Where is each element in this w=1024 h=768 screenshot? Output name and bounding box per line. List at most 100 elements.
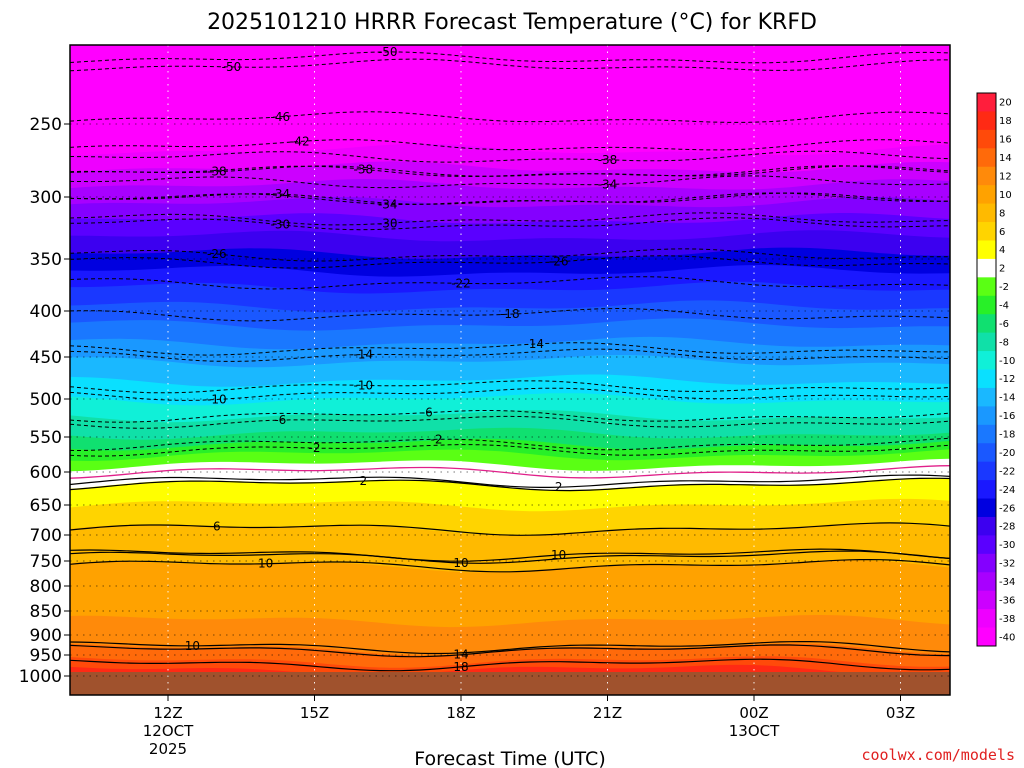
contour-label: -10 [354, 378, 374, 392]
colorbar-label: 8 [999, 208, 1005, 219]
colorbar-swatch [977, 166, 996, 186]
contour-label: -34 [378, 197, 398, 211]
y-tick-label: 950 [30, 646, 62, 666]
x-tick-date: 13OCT [729, 722, 780, 740]
contour-label: 10 [551, 548, 566, 562]
x-tick-label: 00Z [739, 704, 768, 722]
contour-line [69, 348, 951, 362]
colorbar-label: -40 [999, 632, 1015, 643]
colorbar-label: -36 [999, 595, 1015, 606]
y-tick-label: 400 [30, 302, 62, 322]
y-tick-label: 700 [30, 526, 62, 546]
colorbar-swatch [977, 387, 996, 407]
colorbar-swatch [977, 222, 996, 241]
colorbar-swatch [977, 424, 996, 444]
x-tick-label: 18Z [446, 704, 475, 722]
colorbar-swatch [977, 93, 996, 112]
contour-line [69, 342, 950, 356]
colorbar-label: 14 [999, 153, 1012, 164]
contour-line [69, 387, 951, 401]
colorbar-label: -38 [999, 614, 1015, 625]
y-tick-label: 900 [30, 626, 62, 646]
x-tick-year: 2025 [149, 740, 187, 758]
contour-label: -42 [290, 134, 310, 148]
colorbar-label: -32 [999, 559, 1015, 570]
colorbar-swatch [977, 277, 996, 297]
colorbar: 20 18 16 14 12 10 8 6 4 2 -2 -4 -6 -8 -10 -12 -14 -16 -18 -… [976, 92, 1015, 647]
colorbar-swatch [977, 314, 996, 334]
colorbar-label: 20 [999, 98, 1012, 109]
x-axis-label: Forecast Time (UTC) [414, 748, 605, 768]
colorbar-swatch [977, 148, 996, 168]
colorbar-label: -20 [999, 448, 1015, 459]
x-tick-date: 12OCT [143, 722, 194, 740]
contour-line [69, 644, 951, 658]
colorbar-label: -14 [999, 393, 1015, 404]
y-tick-label: 250 [30, 115, 62, 135]
contour-lines: -50-50-46-42-38 -38-38-34-34-34-30 -30-26-… [69, 45, 951, 674]
grid-lines [70, 45, 950, 695]
contour-label: -14 [354, 348, 374, 362]
y-tick-label: 750 [30, 552, 62, 572]
contour-label: 14 [453, 648, 468, 662]
colorbar-swatch [977, 572, 996, 592]
y-tick-label: 350 [30, 250, 62, 270]
y-tick-label: 500 [30, 390, 62, 410]
colorbar-label: -24 [999, 485, 1015, 496]
colorbar-label: -10 [999, 356, 1015, 367]
colorbar-swatch [977, 553, 996, 573]
contour-label: -6 [421, 406, 433, 420]
colorbar-swatch [977, 185, 996, 205]
contour-line [69, 658, 951, 672]
colorbar-label: -26 [999, 503, 1015, 514]
colorbar-swatch [977, 203, 996, 223]
y-tick-label: 650 [30, 496, 62, 516]
colorbar-swatch [977, 498, 996, 518]
colorbar-label: -4 [999, 300, 1009, 311]
temp-band [70, 664, 950, 672]
credit-text[interactable]: coolwx.com/models [861, 746, 1015, 764]
contour-label: -34 [271, 187, 291, 201]
colorbar-label: -34 [999, 577, 1015, 588]
plot-area [70, 45, 950, 695]
colorbar-label: 18 [999, 116, 1012, 127]
colorbar-swatch [977, 443, 996, 463]
y-tick-label: 300 [30, 188, 62, 208]
colorbar-swatch [977, 627, 996, 647]
plot-frame [69, 44, 951, 696]
contour-line [69, 522, 951, 536]
contour-line [69, 474, 951, 488]
colorbar-label: -6 [999, 319, 1009, 330]
colorbar-swatch [977, 258, 996, 278]
colorbar-label: -22 [999, 466, 1015, 477]
colorbar-swatch [977, 111, 996, 131]
x-tick-label: 15Z [300, 704, 329, 722]
contour-line [69, 559, 951, 573]
contour-line [69, 548, 951, 562]
contour-label: 2 [555, 480, 563, 494]
contour-label: -2 [309, 441, 321, 455]
y-tick-label: 450 [30, 348, 62, 368]
contour-line [69, 477, 951, 492]
contour-line [69, 641, 951, 655]
contour-label: -6 [274, 413, 286, 427]
colorbar-swatch [977, 295, 996, 315]
colorbar-label: -2 [999, 282, 1009, 293]
colorbar-label: 16 [999, 135, 1012, 146]
contour-label: 10 [453, 556, 468, 570]
colorbar-swatch [977, 516, 996, 536]
contour-line [69, 550, 951, 564]
colorbar-swatch [977, 590, 996, 610]
colorbar-swatch [977, 480, 996, 500]
colorbar-swatch [977, 332, 996, 352]
x-tick-label: 21Z [593, 704, 622, 722]
contour-label: -46 [271, 110, 291, 124]
colorbar-label: -18 [999, 430, 1015, 441]
contour-label: -26 [549, 255, 569, 269]
contour-label: -10 [207, 393, 227, 407]
contour-label: 18 [453, 660, 468, 674]
colorbar-label: 4 [999, 245, 1005, 256]
contour-label: -22 [451, 276, 471, 290]
colorbar-label: -16 [999, 411, 1015, 422]
